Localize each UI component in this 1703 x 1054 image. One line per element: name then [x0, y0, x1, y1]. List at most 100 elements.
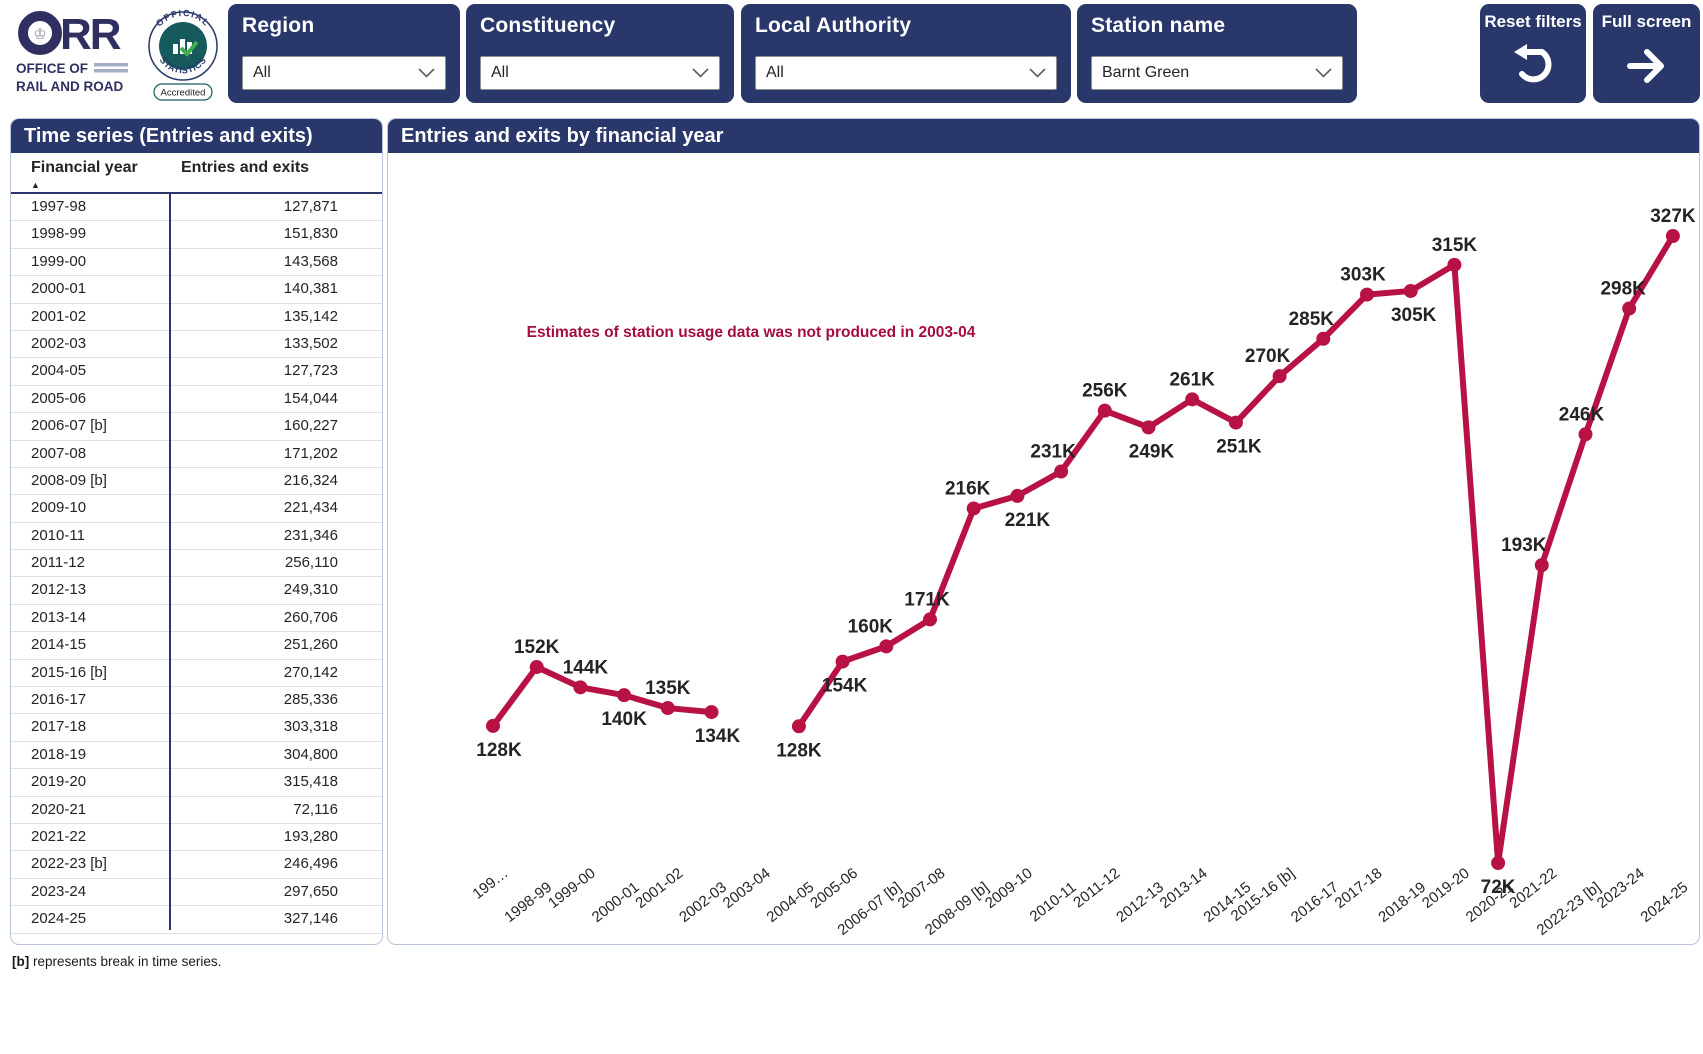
data-point[interactable] — [879, 639, 894, 654]
entries-exits-cell: 135,142 — [283, 307, 338, 325]
entries-exits-cell: 221,434 — [283, 499, 338, 517]
crown-icon: ♔ — [33, 25, 46, 43]
data-point[interactable] — [1272, 369, 1287, 384]
table-row[interactable]: 2000-01 140,381 — [11, 276, 382, 304]
data-point[interactable] — [1491, 856, 1506, 870]
data-point[interactable] — [1054, 464, 1069, 479]
x-axis-label[interactable]: 2013-14 — [1157, 865, 1211, 912]
x-axis-label[interactable]: 1999-00 — [545, 865, 599, 912]
data-point[interactable] — [704, 705, 719, 720]
table-row[interactable]: 2019-20 315,418 — [11, 769, 382, 797]
x-axis-label[interactable]: 2010-11 — [1027, 879, 1080, 926]
data-point[interactable] — [573, 680, 588, 695]
orr-logo-rr: RR — [60, 10, 121, 59]
data-point[interactable] — [923, 612, 937, 627]
data-point[interactable] — [617, 688, 632, 703]
data-point[interactable] — [966, 501, 981, 516]
data-point[interactable] — [1534, 558, 1549, 573]
region-select[interactable]: All — [242, 56, 446, 90]
column-header-entries-exits[interactable]: Entries and exits — [181, 159, 310, 176]
table-row[interactable]: 2008-09 [b] 216,324 — [11, 468, 382, 496]
data-point[interactable] — [1447, 257, 1462, 272]
table-row[interactable]: 2005-06 154,044 — [11, 386, 382, 414]
station-name-select[interactable]: Barnt Green — [1091, 56, 1343, 90]
table-row[interactable]: 2010-11 231,346 — [11, 523, 382, 551]
table-row[interactable]: 1998-99 151,830 — [11, 221, 382, 249]
financial-year-cell: 2019-20 — [31, 773, 87, 791]
table-row[interactable]: 2015-16 [b] 270,142 — [11, 660, 382, 688]
financial-year-cell: 2024-25 — [31, 910, 87, 928]
table-row[interactable]: 2006-07 [b] 160,227 — [11, 413, 382, 441]
data-point[interactable] — [1141, 420, 1156, 435]
financial-year-cell: 2014-15 — [31, 636, 87, 654]
region-filter: Region All — [228, 4, 460, 103]
entries-exits-cell: 315,418 — [283, 773, 338, 791]
constituency-select[interactable]: All — [480, 56, 720, 90]
entries-exits-cell: 140,381 — [283, 280, 338, 298]
table-row[interactable]: 2001-02 135,142 — [11, 304, 382, 331]
data-point[interactable] — [835, 654, 850, 669]
table-row[interactable]: 2024-25 327,146 — [11, 906, 382, 934]
table-row[interactable]: 2017-18 303,318 — [11, 714, 382, 742]
data-point[interactable] — [660, 701, 675, 716]
entries-exits-cell: 160,227 — [283, 417, 338, 435]
table-row[interactable]: 2021-22 193,280 — [11, 824, 382, 852]
data-point[interactable] — [1578, 427, 1593, 442]
data-point-label: 246K — [1559, 404, 1605, 425]
data-point-label: 261K — [1169, 369, 1215, 390]
chart-panel-title: Entries and exits by financial year — [388, 119, 1699, 153]
table-row[interactable]: 2014-15 251,260 — [11, 632, 382, 660]
data-point[interactable] — [1228, 415, 1243, 430]
data-point[interactable] — [1403, 283, 1418, 298]
orr-logo-image: ♔ RR OFFICE OF RAIL AND ROAD — [16, 10, 128, 94]
table-row[interactable]: 2023-24 297,650 — [11, 879, 382, 907]
table-row[interactable]: 2012-13 249,310 — [11, 577, 382, 605]
x-axis-label[interactable]: 2023-24 — [1594, 865, 1648, 912]
data-point[interactable] — [1360, 287, 1374, 302]
x-axis-label[interactable]: 2005-06 — [807, 865, 861, 912]
table-row[interactable]: 2018-19 304,800 — [11, 742, 382, 770]
full-screen-button[interactable]: Full screen — [1593, 4, 1700, 103]
table-row[interactable]: 2016-17 285,336 — [11, 687, 382, 715]
table-row[interactable]: 2002-03 133,502 — [11, 331, 382, 359]
data-point[interactable] — [791, 719, 806, 734]
x-axis-label[interactable]: 2001-02 — [632, 865, 686, 912]
data-point-label: 270K — [1245, 346, 1291, 367]
full-screen-label: Full screen — [1601, 12, 1692, 31]
table-row[interactable]: 2011-12 256,110 — [11, 550, 382, 578]
data-point[interactable] — [486, 718, 500, 733]
table-row[interactable]: 2013-14 260,706 — [11, 605, 382, 633]
x-axis-label[interactable]: 2019-20 — [1419, 865, 1473, 912]
x-axis-label[interactable]: 2024-25 — [1638, 879, 1692, 926]
entries-exits-cell: 304,800 — [283, 745, 338, 763]
data-point[interactable] — [1622, 301, 1637, 316]
data-point-label: 303K — [1340, 265, 1386, 286]
table-row[interactable]: 2007-08 171,202 — [11, 441, 382, 468]
data-point[interactable] — [1665, 229, 1680, 244]
data-point[interactable] — [1316, 331, 1331, 346]
data-point-label: 315K — [1432, 235, 1478, 256]
footnote-text: represents break in time series. — [29, 954, 222, 969]
column-header-financial-year[interactable]: Financial year ▲ — [11, 159, 169, 190]
table-row[interactable]: 2022-23 [b] 246,496 — [11, 851, 382, 879]
x-axis-label[interactable]: 2007-08 — [895, 865, 949, 912]
x-axis-label[interactable]: 2009-10 — [982, 865, 1036, 912]
data-point[interactable] — [1010, 488, 1025, 503]
data-point[interactable] — [529, 660, 544, 675]
local-authority-select[interactable]: All — [755, 56, 1057, 90]
entries-exits-cell: 297,650 — [283, 882, 338, 900]
data-point[interactable] — [1185, 392, 1200, 407]
financial-year-cell: 2004-05 — [31, 362, 87, 380]
table-row[interactable]: 2009-10 221,434 — [11, 495, 382, 523]
table-row[interactable]: 2004-05 127,723 — [11, 358, 382, 386]
x-axis-label[interactable]: 199… — [469, 865, 511, 903]
table-row[interactable]: 1997-98 127,871 — [11, 194, 382, 222]
data-point[interactable] — [1097, 403, 1112, 418]
x-axis-label[interactable]: 2017-18 — [1332, 865, 1386, 912]
table-row[interactable]: 1999-00 143,568 — [11, 249, 382, 277]
time-series-panel-title: Time series (Entries and exits) — [11, 119, 382, 153]
table-row[interactable]: 2020-21 72,116 — [11, 797, 382, 824]
x-axis-label[interactable]: 2011-12 — [1070, 865, 1123, 912]
reset-filters-button[interactable]: Reset filters — [1480, 4, 1586, 103]
x-axis-label[interactable]: 2003-04 — [720, 865, 774, 912]
